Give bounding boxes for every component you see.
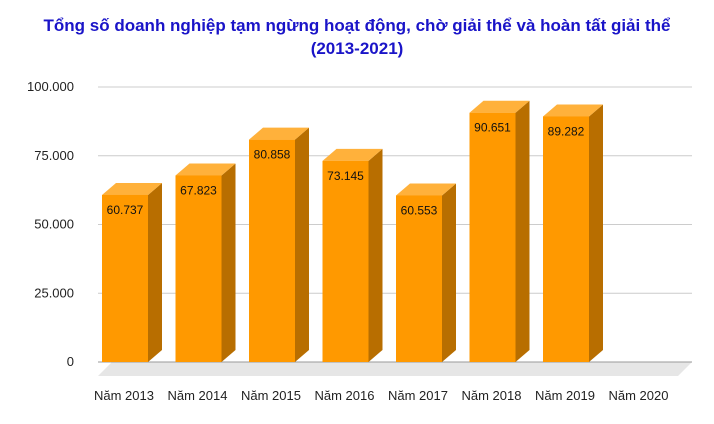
x-tick-label: Năm 2013 — [94, 388, 154, 403]
bar-side — [221, 163, 236, 362]
y-tick-label: 75.000 — [34, 148, 74, 163]
bar-top — [322, 148, 383, 161]
x-tick-label: Năm 2017 — [388, 388, 448, 403]
y-tick-label: 50.000 — [34, 217, 74, 232]
chart-title: Tổng số doanh nghiệp tạm ngừng hoạt động… — [0, 14, 714, 60]
data-label: 60.737 — [107, 203, 144, 217]
y-tick-label: 25.000 — [34, 285, 74, 300]
chart-title-line-2: (2013-2021) — [310, 39, 404, 58]
chart-floor — [98, 362, 692, 376]
bar — [469, 112, 516, 362]
y-tick-label: 100.000 — [27, 79, 74, 94]
bar — [175, 175, 222, 362]
data-label: 60.553 — [401, 203, 438, 217]
x-tick-label: Năm 2018 — [462, 388, 522, 403]
bar-side — [295, 127, 309, 362]
bar-side — [148, 182, 162, 362]
x-tick-label: Năm 2014 — [168, 388, 228, 403]
bar-top — [396, 183, 456, 196]
bar-top — [175, 163, 236, 176]
data-label: 89.282 — [548, 124, 585, 138]
x-tick-label: Năm 2016 — [315, 388, 375, 403]
bar — [102, 194, 148, 362]
bar-side — [442, 183, 456, 362]
bar-top — [469, 100, 530, 113]
data-label: 80.858 — [254, 148, 291, 162]
bar — [543, 116, 589, 362]
bar — [396, 195, 442, 362]
bar — [249, 139, 295, 362]
bar-side — [368, 148, 383, 362]
bar-top — [102, 182, 162, 195]
data-label: 73.145 — [327, 169, 364, 183]
data-label: 90.651 — [474, 121, 511, 135]
bar — [322, 160, 369, 362]
bar-side — [515, 100, 530, 362]
chart-title-line-1: Tổng số doanh nghiệp tạm ngừng hoạt động… — [43, 16, 671, 35]
x-tick-label: Năm 2019 — [535, 388, 595, 403]
x-tick-label: Năm 2015 — [241, 388, 301, 403]
bar-top — [249, 127, 309, 140]
bar-side — [589, 104, 603, 363]
x-tick-label: Năm 2020 — [609, 388, 669, 403]
data-label: 67.823 — [180, 183, 217, 197]
y-tick-label: 0 — [67, 354, 74, 369]
bar-top — [543, 104, 603, 117]
